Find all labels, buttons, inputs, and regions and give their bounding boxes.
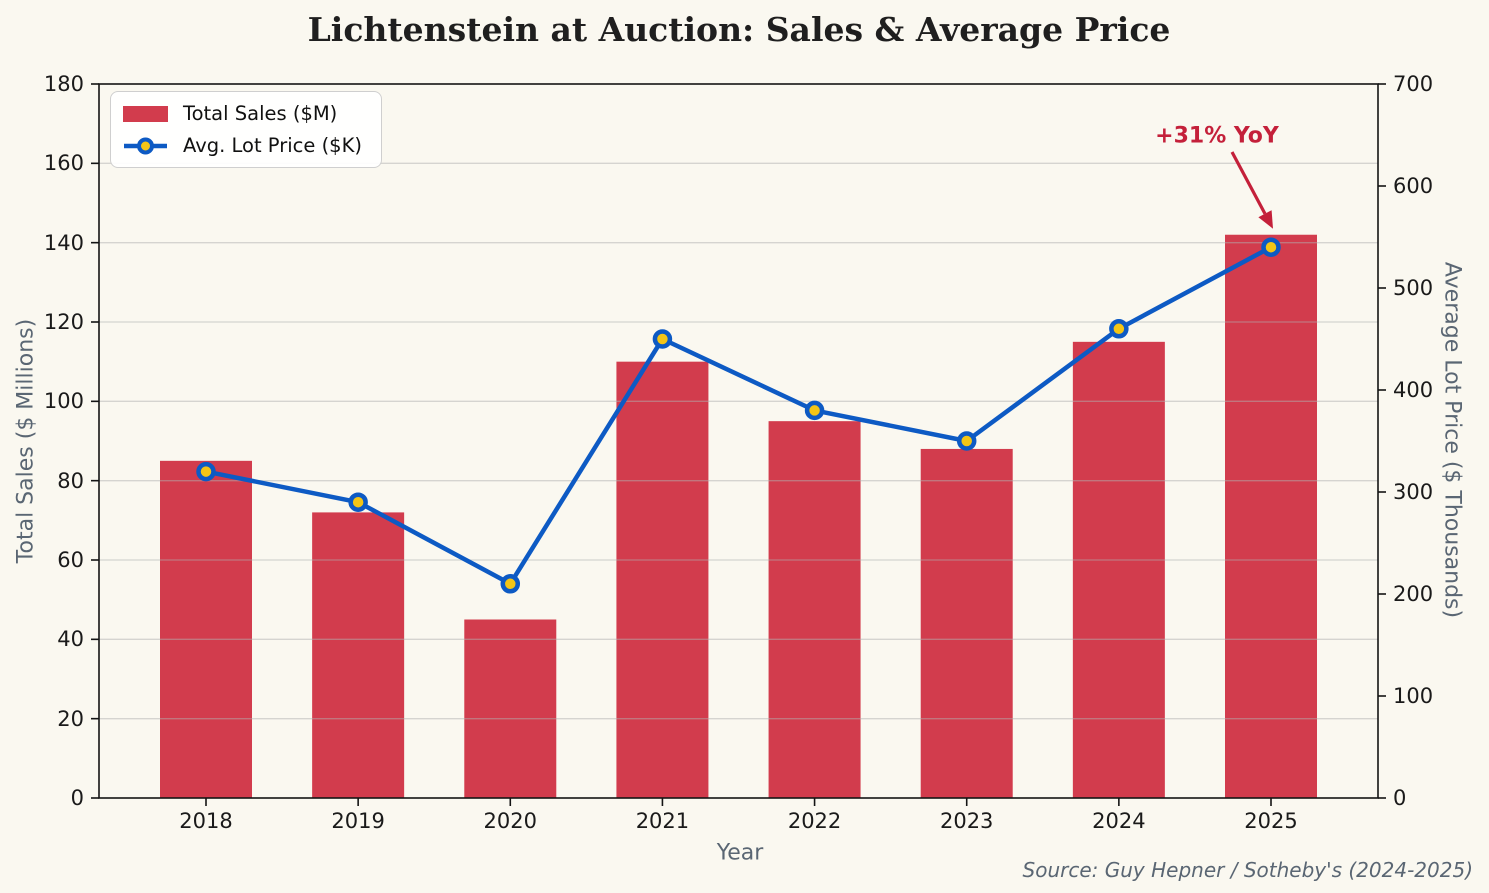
bar-2022	[768, 421, 861, 798]
left-y-tick-label: 40	[57, 627, 84, 652]
bar-2020	[464, 619, 557, 798]
left-y-tick-label: 160	[43, 151, 84, 176]
legend-label-total-sales: Total Sales ($M)	[183, 102, 338, 125]
x-tick-label: 2019	[331, 809, 385, 833]
x-tick-label: 2024	[1092, 809, 1146, 833]
right-y-tick-label: 600	[1393, 174, 1434, 198]
right-y-tick-label: 500	[1393, 276, 1434, 300]
right-y-tick-label: 400	[1393, 378, 1434, 402]
data-point-2023	[956, 431, 977, 451]
source-note: Source: Guy Hepner / Sotheby's (2024-202…	[1022, 858, 1473, 882]
x-tick-label: 2021	[635, 809, 690, 833]
right-y-tick-label: 300	[1393, 480, 1434, 504]
data-point-2018	[196, 461, 216, 482]
left-y-tick-label: 140	[43, 230, 84, 255]
left-y-tick-label: 180	[43, 72, 84, 96]
legend: Total Sales ($M) Avg. Lot Price ($K)	[110, 91, 382, 168]
bar-2021	[616, 361, 709, 798]
left-y-tick-label: 0	[70, 786, 84, 810]
bar-2018	[160, 460, 252, 798]
data-point-2020	[500, 574, 521, 594]
x-tick-label: 2023	[939, 809, 994, 833]
legend-bar-swatch	[123, 105, 168, 122]
annotation-arrow-head	[1258, 210, 1273, 229]
left-y-tick-label: 120	[43, 310, 84, 334]
right-y-axis-label: Average Lot Price ($ Thousands)	[1439, 261, 1465, 619]
data-point-2019	[348, 492, 368, 512]
x-axis-label: Year	[716, 840, 764, 866]
chart-title: Lichtenstein at Auction: Sales & Average…	[307, 10, 1171, 49]
x-tick-label: 2025	[1244, 809, 1298, 833]
right-y-tick-label: 100	[1393, 684, 1434, 708]
data-point-2021	[652, 329, 673, 349]
left-y-tick-label: 80	[57, 468, 84, 493]
x-tick-label: 2022	[787, 809, 842, 833]
legend-item-total-sales: Total Sales ($M)	[123, 102, 369, 125]
annotation-arrow-shaft	[1230, 151, 1267, 215]
data-point-2024	[1109, 319, 1129, 339]
avg-price-line	[203, 244, 1274, 587]
right-y-tick-label: 700	[1393, 72, 1434, 96]
right-y-tick-label: 200	[1393, 582, 1434, 606]
bar-2023	[920, 448, 1013, 798]
legend-line-marker-swatch	[124, 137, 167, 154]
legend-label-avg-price: Avg. Lot Price ($K)	[183, 134, 362, 157]
x-tick-label: 2020	[483, 809, 537, 833]
bar-2025	[1225, 234, 1317, 798]
bar-2024	[1072, 341, 1165, 798]
left-y-tick-label: 20	[57, 706, 84, 731]
left-y-tick-label: 100	[43, 389, 84, 414]
data-point-2025	[1261, 237, 1281, 257]
x-tick-label: 2018	[179, 809, 233, 833]
right-y-tick-label: 0	[1393, 786, 1407, 810]
left-y-tick-label: 60	[57, 548, 84, 572]
legend-item-avg-price: Avg. Lot Price ($K)	[123, 134, 369, 157]
bar-2019	[312, 512, 405, 798]
yoy-annotation: +31% YoY	[1155, 123, 1279, 149]
data-point-2022	[804, 400, 825, 421]
left-y-axis-label: Total Sales ($ Millions)	[13, 318, 39, 564]
plot-border	[98, 83, 1379, 799]
